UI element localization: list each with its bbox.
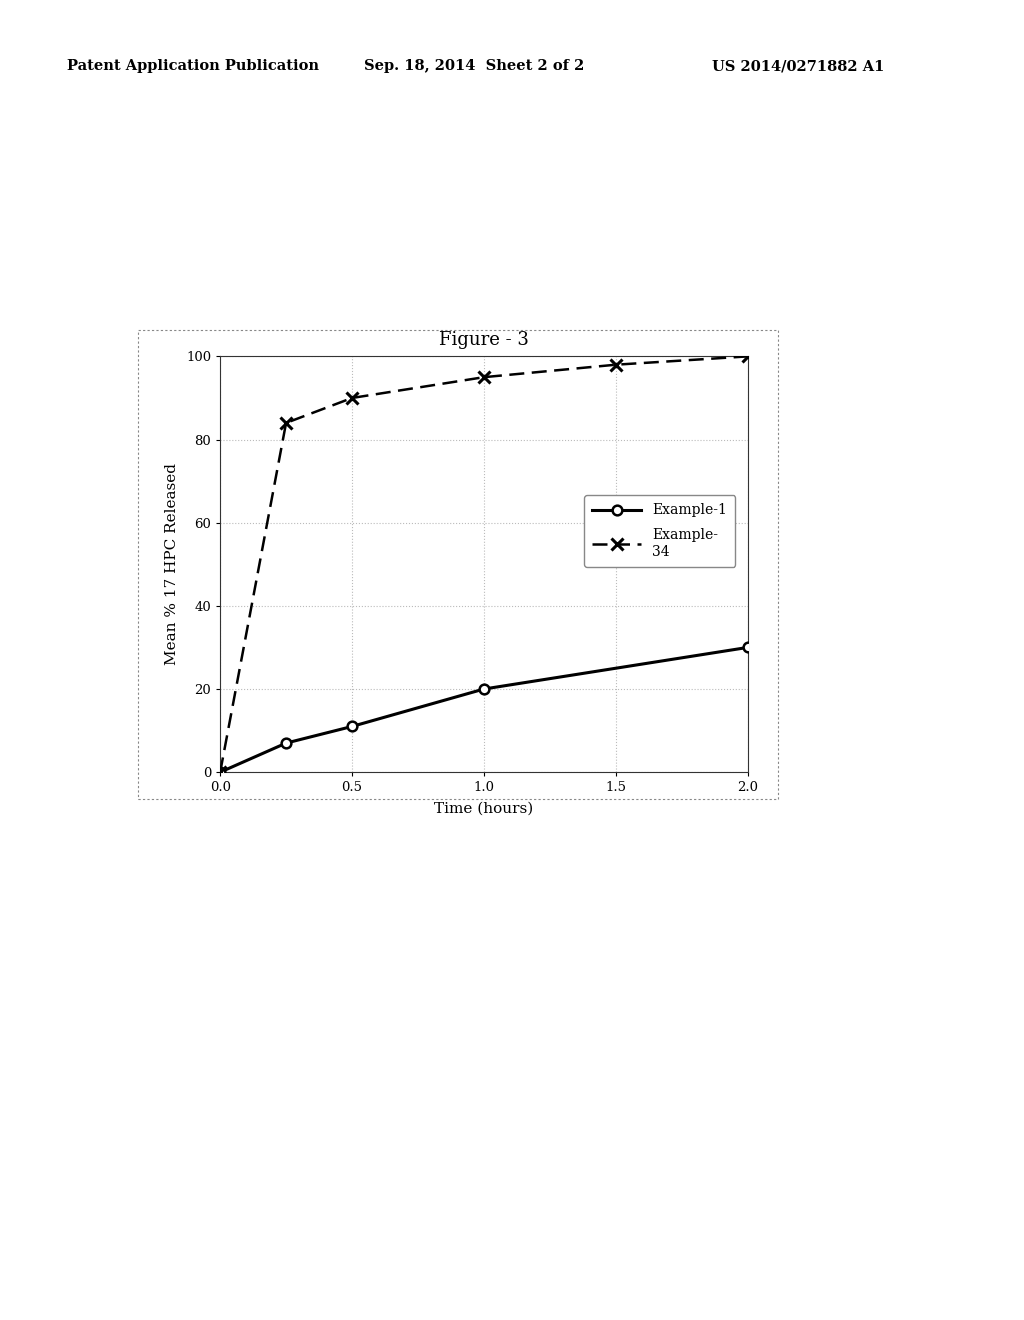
Text: Sep. 18, 2014  Sheet 2 of 2: Sep. 18, 2014 Sheet 2 of 2 [364,59,584,74]
Y-axis label: Mean % 17 HPC Released: Mean % 17 HPC Released [165,463,179,665]
Legend: Example-1, Example-
34: Example-1, Example- 34 [584,495,735,568]
Text: Patent Application Publication: Patent Application Publication [67,59,318,74]
Title: Figure - 3: Figure - 3 [439,331,528,350]
X-axis label: Time (hours): Time (hours) [434,801,534,816]
Text: US 2014/0271882 A1: US 2014/0271882 A1 [712,59,884,74]
